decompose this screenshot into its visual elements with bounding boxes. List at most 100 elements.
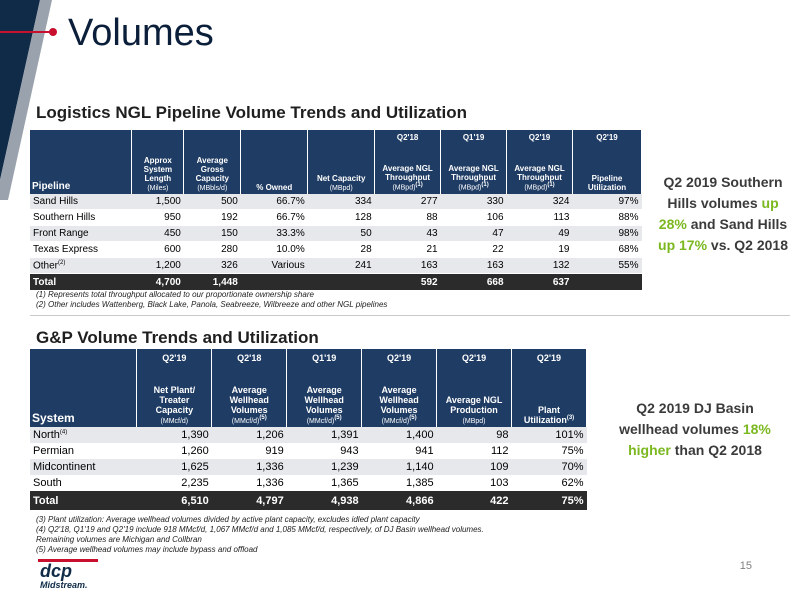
col-header-capacity: Average Gross Capacity (MBbls/d): [183, 144, 242, 194]
logistics-footnotes: (1) Represents total throughput allocate…: [36, 290, 387, 310]
footnote: (2) Other includes Wattenberg, Black Lak…: [36, 300, 388, 309]
cell-q219: 941: [361, 443, 437, 459]
gp-callout: Q2 2019 DJ Basin wellhead volumes 18% hi…: [619, 400, 771, 458]
logistics-heading: Logistics NGL Pipeline Volume Trends and…: [36, 103, 468, 122]
cell-capacity: 1,260: [136, 443, 212, 459]
cell-length: 1,500: [131, 194, 184, 210]
table-row: Other(2) 1,200 326 Various 241 163 163 1…: [30, 257, 642, 274]
cell-q119: 1,239: [286, 459, 362, 475]
corner-decoration: [0, 0, 52, 200]
cell-q219: 1,140: [361, 459, 437, 475]
system-name: South: [30, 475, 137, 491]
cell-net: 28: [307, 241, 375, 258]
total-label: Total: [30, 491, 137, 510]
pipeline-name: Texas Express: [30, 241, 132, 258]
total-row: Total 6,510 4,797 4,938 4,866 422 75%: [30, 491, 587, 510]
total-q119: 668: [440, 273, 507, 291]
total-ngl: 422: [436, 491, 512, 510]
col-header-wellhead: Average Wellhead Volumes (MMcf/d)(5): [361, 366, 438, 427]
title-accent-line: [0, 31, 52, 33]
cell-capacity: 1,625: [136, 459, 212, 475]
cell-q218: 43: [374, 225, 441, 242]
table-row: Midcontinent 1,625 1,336 1,239 1,140 109…: [30, 459, 587, 475]
total-q219: 637: [506, 273, 573, 291]
period-header: Q1'19: [440, 130, 508, 144]
col-header-plant-util: Plant Utilization(3): [511, 366, 587, 427]
footnote: Remaining volumes are Michigan and Collb…: [36, 535, 202, 544]
cell-ngl: 98: [436, 427, 512, 443]
svg-text:dcp: dcp: [40, 561, 72, 581]
cell-q219: 1,385: [361, 475, 437, 491]
system-name: Midcontinent: [30, 459, 137, 475]
col-header-net-capacity: Net Capacity (MBpd): [307, 144, 376, 194]
footnote: (1) Represents total throughput allocate…: [36, 290, 314, 299]
cell-q218: 277: [374, 194, 441, 210]
cell-util: 88%: [572, 209, 642, 226]
pipeline-name: Front Range: [30, 225, 132, 242]
cell-util: 101%: [511, 427, 587, 443]
cell-q119: 163: [440, 257, 507, 274]
cell-owned: 10.0%: [240, 241, 308, 258]
table-row: Sand Hills 1,500 500 66.7% 334 277 330 3…: [30, 194, 642, 210]
col-header-pipeline: Pipeline: [30, 144, 133, 194]
cell-q218: 1,336: [211, 459, 287, 475]
col-header-system: System: [30, 366, 138, 427]
table-row: Front Range 450 150 33.3% 50 43 47 49 98…: [30, 225, 642, 242]
cell-net: 50: [307, 225, 375, 242]
cell-length: 450: [131, 225, 184, 242]
cell-length: 600: [131, 241, 184, 258]
cell-q219: 113: [506, 209, 573, 226]
cell-util: 97%: [572, 194, 642, 210]
cell-q218: 1,206: [211, 427, 287, 443]
col-header-ngl-production: Average NGL Production (MBpd): [436, 366, 512, 427]
total-length: 4,700: [131, 273, 184, 291]
period-header: Q2'19: [511, 349, 587, 366]
cell-q218: 88: [374, 209, 441, 226]
cell-q219: 19: [506, 241, 573, 258]
cell-capacity: 280: [183, 241, 241, 258]
footnote: (3) Plant utilization: Average wellhead …: [36, 515, 420, 524]
pipeline-name: Sand Hills: [30, 194, 132, 210]
total-capacity: 6,510: [136, 491, 212, 510]
cell-q219: 49: [506, 225, 573, 242]
period-header: Q2'19: [361, 349, 438, 366]
gp-table: Q2'19 Q2'18 Q1'19 Q2'19 Q2'19 Q2'19 Syst…: [30, 349, 587, 510]
section-divider: [30, 315, 790, 316]
cell-owned: 33.3%: [240, 225, 308, 242]
table-row: Texas Express 600 280 10.0% 28 21 22 19 …: [30, 241, 642, 258]
total-q218: 4,797: [211, 491, 287, 510]
period-header: Q2'19: [436, 349, 512, 366]
cell-owned: 66.7%: [240, 194, 308, 210]
col-header-wellhead: Average Wellhead Volumes (MMcf/d)(5): [211, 366, 288, 427]
dcp-midstream-logo: dcp Midstream.: [38, 559, 98, 590]
cell-net: 128: [307, 209, 375, 226]
cell-q218: 1,336: [211, 475, 287, 491]
table-row: Southern Hills 950 192 66.7% 128 88 106 …: [30, 209, 642, 226]
cell-q119: 330: [440, 194, 507, 210]
cell-q219: 324: [506, 194, 573, 210]
cell-util: 68%: [572, 241, 642, 258]
period-header: Q1'19: [286, 349, 363, 366]
period-header: Q2'19: [572, 130, 642, 144]
col-header-throughput: Average NGL Throughput (MBpd)(1): [506, 144, 573, 194]
cell-ngl: 109: [436, 459, 512, 475]
cell-capacity: 326: [183, 257, 241, 274]
col-header-length: Approx System Length (Miles): [131, 144, 185, 194]
cell-net: 241: [307, 257, 375, 274]
col-header-net-plant: Net Plant/ Treater Capacity (MMcf/d): [136, 366, 213, 427]
cell-q219: 132: [506, 257, 573, 274]
cell-ngl: 112: [436, 443, 512, 459]
cell-capacity: 150: [183, 225, 241, 242]
col-header-throughput: Average NGL Throughput (MBpd)(1): [440, 144, 508, 194]
total-q119: 4,938: [286, 491, 362, 510]
pipeline-name: Other(2): [30, 257, 132, 274]
cell-q119: 22: [440, 241, 507, 258]
cell-q119: 1,391: [286, 427, 362, 443]
cell-length: 950: [131, 209, 184, 226]
period-header: Q2'18: [211, 349, 288, 366]
total-row: Total 4,700 1,448 592 668 637: [30, 273, 642, 291]
cell-util: 98%: [572, 225, 642, 242]
logistics-callout: Q2 2019 Southern Hills volumes up 28% an…: [658, 174, 788, 253]
cell-ngl: 103: [436, 475, 512, 491]
cell-util: 75%: [511, 443, 587, 459]
